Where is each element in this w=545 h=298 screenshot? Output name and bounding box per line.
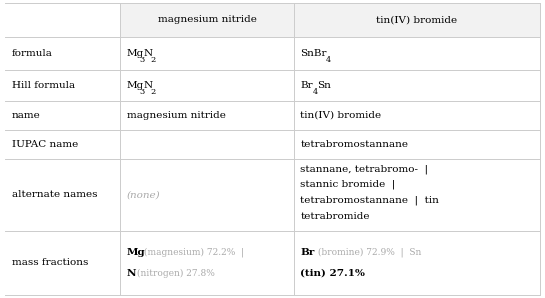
Text: 4: 4 [325,56,331,64]
Text: (tin) 27.1%: (tin) 27.1% [300,269,365,278]
Text: 4: 4 [313,88,318,96]
Text: magnesium nitride: magnesium nitride [158,15,257,24]
Text: tin(IV) bromide: tin(IV) bromide [300,111,382,120]
Text: tetrabromostannane: tetrabromostannane [300,140,408,149]
Text: magnesium nitride: magnesium nitride [127,111,226,120]
Text: Br: Br [300,81,313,90]
Text: 2: 2 [150,88,155,96]
Text: Mg: Mg [127,81,144,90]
Text: mass fractions: mass fractions [12,258,88,267]
Text: stannane, tetrabromo-  |: stannane, tetrabromo- | [300,164,428,173]
Text: SnBr: SnBr [300,49,327,58]
Text: stannic bromide  |: stannic bromide | [300,180,396,190]
Text: 3: 3 [140,88,144,96]
Bar [294,3,540,37]
Text: alternate names: alternate names [12,190,98,199]
Text: (bromine) 72.9%  |  Sn: (bromine) 72.9% | Sn [314,248,421,257]
Text: (nitrogen) 27.8%: (nitrogen) 27.8% [134,268,215,278]
Text: 2: 2 [150,56,155,64]
Text: Sn: Sn [317,81,331,90]
Bar [120,3,294,37]
Text: (magnesium) 72.2%  |: (magnesium) 72.2% | [141,248,244,257]
Text: N: N [144,81,153,90]
Text: tetrabromostannane  |  tin: tetrabromostannane | tin [300,196,439,205]
Text: Mg: Mg [127,49,144,58]
Text: 3: 3 [140,56,144,64]
Text: Hill formula: Hill formula [12,81,75,90]
Text: Br: Br [300,248,315,257]
Text: N: N [127,269,136,278]
Text: tin(IV) bromide: tin(IV) bromide [376,15,457,24]
Text: IUPAC name: IUPAC name [12,140,78,149]
Text: (none): (none) [127,190,160,199]
Text: tetrabromide: tetrabromide [300,212,370,221]
Text: N: N [144,49,153,58]
Text: name: name [12,111,41,120]
Text: Mg: Mg [127,248,146,257]
Text: formula: formula [12,49,53,58]
